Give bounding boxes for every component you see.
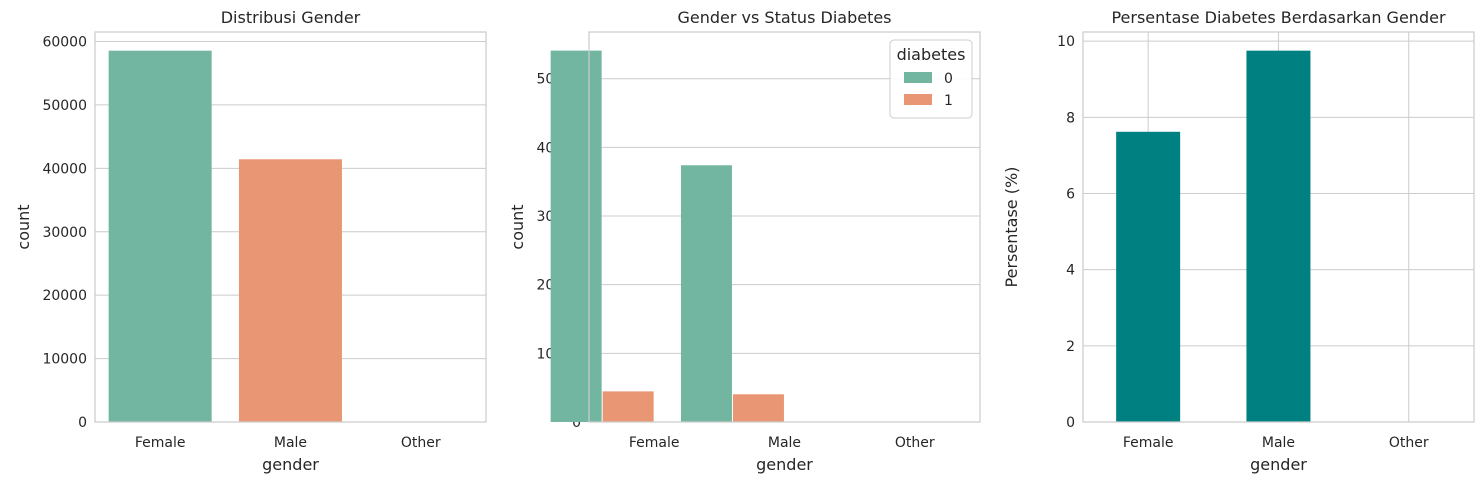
- x-tick-label: Other: [401, 435, 441, 451]
- y-tick-label: 0: [1066, 415, 1075, 431]
- chart-title: Distribusi Gender: [221, 8, 361, 27]
- y-tick-label: 40000: [42, 161, 87, 177]
- legend-label: 0: [944, 71, 953, 87]
- bar-female-series-1: [602, 391, 654, 422]
- y-tick-label: 2: [1066, 339, 1075, 355]
- chart-title: Gender vs Status Diabetes: [677, 8, 891, 27]
- y-axis-label: count: [14, 204, 33, 249]
- y-tick-label: 10: [1057, 34, 1075, 50]
- chart-title: Persentase Diabetes Berdasarkan Gender: [1111, 8, 1445, 27]
- y-tick-label: 0: [78, 415, 87, 431]
- y-axis-label: count: [508, 204, 527, 249]
- x-tick-label: Male: [768, 435, 801, 451]
- x-tick-label: Other: [1389, 435, 1429, 451]
- chart-panel-3: 0 2 4 6 8 10 Female Male Other gender Persentase (…: [1002, 8, 1475, 474]
- bar-male-series-0: [680, 165, 732, 422]
- x-tick-label: Other: [895, 435, 935, 451]
- bar-female: [108, 50, 212, 422]
- bar-female: [1116, 131, 1181, 422]
- bar-male: [238, 159, 342, 422]
- x-tick-label: Male: [274, 435, 307, 451]
- x-tick-label: Female: [135, 435, 186, 451]
- x-tick-label: Female: [1123, 435, 1174, 451]
- y-tick-label: 0: [572, 415, 581, 431]
- y-tick-label: 60000: [42, 35, 87, 51]
- bar-female-series-0: [550, 50, 602, 423]
- x-axis-label: gender: [262, 455, 319, 474]
- x-axis-label: gender: [1250, 455, 1307, 474]
- x-tick-label: Female: [629, 435, 680, 451]
- y-tick-label: 10000: [42, 352, 87, 368]
- legend-label: 1: [944, 93, 953, 109]
- y-tick-label: 4: [1066, 263, 1075, 279]
- y-axis-label: Persentase (%): [1002, 167, 1021, 288]
- bar-male-series-1: [732, 394, 784, 422]
- legend-swatch-1: [904, 94, 932, 105]
- y-tick-label: 30000: [42, 225, 87, 241]
- chart-panel-1: 0 10000 20000 30000 40000 50000 60000 Female Mal…: [14, 8, 487, 474]
- plot-frame: [94, 31, 487, 423]
- chart-panel-2: 01000020000300004000050000FemaleMaleOthe…: [508, 8, 981, 474]
- y-tick-label: 50000: [42, 98, 87, 114]
- legend: diabetes 0 1: [889, 39, 973, 119]
- bar-male: [1246, 50, 1311, 422]
- y-tick-label: 6: [1066, 186, 1075, 202]
- x-tick-label: Male: [1262, 435, 1295, 451]
- y-tick-label: 8: [1066, 110, 1075, 126]
- x-axis-label: gender: [756, 455, 813, 474]
- plot-frame: [588, 31, 981, 423]
- legend-title: diabetes: [897, 45, 966, 64]
- plot-frame: [1082, 31, 1475, 423]
- y-tick-label: 20000: [42, 288, 87, 304]
- legend-swatch-0: [904, 72, 932, 83]
